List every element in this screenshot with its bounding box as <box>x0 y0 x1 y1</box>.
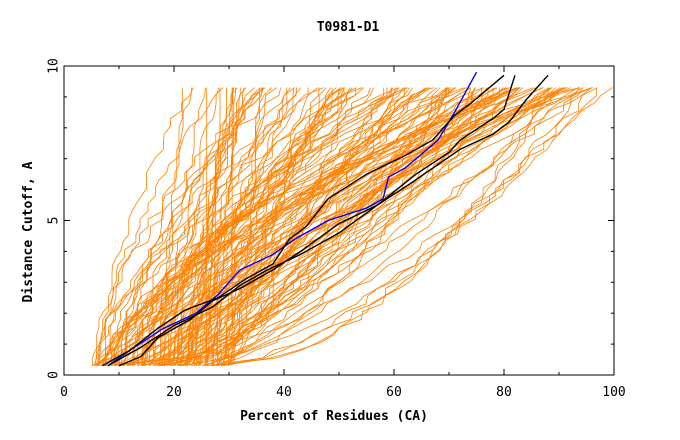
background-model-line <box>183 87 521 366</box>
background-model-line <box>216 87 488 366</box>
background-model-line <box>211 87 550 367</box>
background-model-line <box>206 87 583 367</box>
blue-model-line <box>107 71 478 367</box>
x-tick-label: 60 <box>386 385 402 400</box>
background-model-line <box>138 87 263 366</box>
background-model-line <box>182 87 414 366</box>
background-model-line <box>181 87 556 367</box>
x-axis-label: Percent of Residues (CA) <box>240 409 428 424</box>
background-model-line <box>93 87 224 366</box>
background-model-line <box>153 87 394 366</box>
x-tick-labels: 0 20 40 60 80 100 <box>60 385 626 400</box>
black-model-3-line <box>118 74 549 367</box>
background-model-line <box>97 87 344 367</box>
background-model-line <box>142 87 374 366</box>
y-tick-label: 5 <box>47 217 62 225</box>
background-model-line <box>186 87 247 366</box>
black-model-1-line <box>102 74 505 367</box>
background-model-line <box>95 87 194 366</box>
background-model-line <box>163 87 441 367</box>
background-model-line <box>98 87 447 366</box>
background-model-line <box>167 87 341 366</box>
background-model-line <box>161 87 183 366</box>
background-model-line <box>228 87 320 366</box>
background-model-line <box>227 87 233 366</box>
x-tick-label: 100 <box>602 385 625 400</box>
y-tick-label: 0 <box>47 371 62 379</box>
background-model-line <box>172 87 256 366</box>
background-model-line <box>149 87 324 366</box>
background-model-line <box>105 87 266 366</box>
background-model-line <box>179 87 564 366</box>
background-model-line <box>96 87 400 366</box>
background-model-line <box>217 87 429 366</box>
background-model-line <box>142 87 592 366</box>
background-model-line <box>101 87 261 366</box>
background-model-line <box>104 87 598 367</box>
y-tick-labels: 0 5 10 <box>47 58 62 379</box>
plot-lines <box>91 71 613 367</box>
black-model-2-line <box>107 75 516 367</box>
background-model-line <box>223 87 598 367</box>
chart-title: T0981-D1 <box>317 20 380 35</box>
background-model-line <box>114 87 206 367</box>
x-tick-label: 0 <box>60 385 68 400</box>
y-axis-label: Distance Cutoff, A <box>21 161 36 302</box>
x-tick-label: 40 <box>276 385 292 400</box>
background-model-line <box>201 87 489 367</box>
background-model-line <box>121 87 363 366</box>
background-model-line <box>149 87 345 366</box>
background-model-line <box>91 87 272 367</box>
background-model-line <box>204 87 429 366</box>
background-model-line <box>169 87 238 366</box>
y-tick-label: 10 <box>47 58 62 74</box>
background-model-line <box>109 87 449 366</box>
x-tick-label: 80 <box>496 385 512 400</box>
background-model-line <box>206 87 221 366</box>
background-model-line <box>156 87 295 366</box>
background-model-line <box>97 87 506 366</box>
background-model-line <box>100 87 494 367</box>
background-model-line <box>212 87 471 367</box>
background-model-line <box>179 87 278 366</box>
background-model-line <box>221 87 563 367</box>
background-model-line <box>217 87 448 366</box>
background-model-line <box>212 87 288 366</box>
background-model-line <box>188 87 245 366</box>
background-model-line <box>194 87 438 366</box>
background-model-line <box>127 87 584 367</box>
background-model-line <box>95 87 571 366</box>
background-model-line <box>211 87 581 366</box>
axis-ticks <box>63 65 615 376</box>
background-model-line <box>131 87 220 366</box>
x-tick-label: 20 <box>166 385 182 400</box>
background-model-line <box>197 87 580 366</box>
background-model-line <box>98 87 498 366</box>
background-model-line <box>142 87 388 366</box>
background-model-line <box>219 87 327 366</box>
background-model-line <box>228 87 260 366</box>
background-model-line <box>179 87 613 367</box>
background-model-line <box>198 87 521 366</box>
background-model-line <box>114 87 435 366</box>
background-model-line <box>199 87 467 366</box>
background-model-line <box>111 87 519 366</box>
